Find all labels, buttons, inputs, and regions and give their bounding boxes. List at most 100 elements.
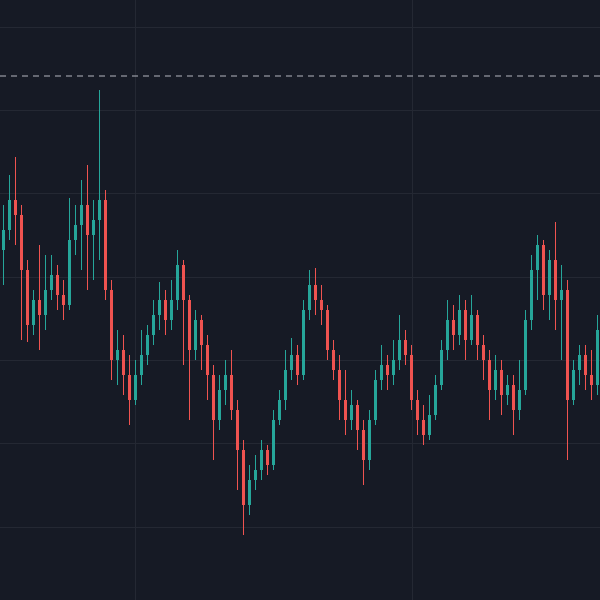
candle-body [338,370,341,400]
candle-body [14,200,17,215]
candle-body [596,330,599,385]
candle-body [308,285,311,310]
candle-body [560,290,563,300]
candle-body [158,300,161,315]
candle-body [320,300,323,310]
candle-body [398,340,401,360]
candle-body [152,315,155,335]
candle-body [410,355,413,400]
candle-body [464,310,467,340]
candle-body [68,240,71,305]
candle-body [356,405,359,430]
candle-body [104,200,107,290]
candle-body [428,415,431,435]
candle-body [506,385,509,395]
candle-body [404,340,407,355]
candle-body [206,345,209,375]
candle-body [86,205,89,235]
candle-body [332,350,335,370]
candle-body [98,200,101,220]
candle-body [392,360,395,375]
candle-body [8,200,11,230]
candle-body [62,295,65,305]
candle-body [128,375,131,400]
candle-body [362,430,365,460]
candle-body [374,380,377,420]
candle-body [170,300,173,320]
candle-body [116,350,119,360]
candle-body [92,220,95,235]
candle-body [590,375,593,385]
candle-body [458,310,461,335]
candle-body [494,370,497,390]
candle-body [326,310,329,350]
candle-body [578,355,581,370]
candle-body [176,265,179,300]
candle-body [182,265,185,300]
candle-body [386,365,389,375]
candle-body [482,345,485,360]
candle-body [488,360,491,390]
candle-body [548,260,551,295]
candle-body [236,410,239,450]
candle-body [452,320,455,335]
candle-body [518,390,521,410]
candle-body [188,300,191,350]
candle-body [566,290,569,400]
candle-body [530,270,533,320]
candle-body [290,355,293,370]
candle-body [110,290,113,360]
candle-body [122,350,125,375]
candle-body [44,290,47,315]
candle-body [524,320,527,390]
candle-body [572,370,575,400]
candle-body [284,370,287,400]
candle-body [32,300,35,325]
candle-body [302,310,305,375]
candle-body [242,450,245,505]
candle-body [446,320,449,350]
candle-body [470,315,473,340]
candle-body [380,365,383,380]
candle-body [536,245,539,270]
candle-body [344,400,347,420]
candle-body [416,400,419,420]
candle-body [278,400,281,420]
candle-body [476,315,479,345]
candle-body [200,320,203,345]
candle-body [80,205,83,225]
candle-body [38,300,41,315]
candle-body [266,450,269,465]
candle-body [512,385,515,410]
candle-body [434,385,437,415]
candle-body [20,215,23,270]
candle-body [56,275,59,295]
candle-body [146,335,149,355]
candle-body [2,230,5,250]
candle-body [164,300,167,320]
candle-body [554,260,557,300]
candle-body [134,375,137,400]
candle-body [254,470,257,480]
candle-body [368,420,371,460]
candle-body [218,390,221,420]
candle-body [296,355,299,375]
candle-body [584,355,587,375]
candle-body [74,225,77,240]
candle-body [500,370,503,395]
candle-body [422,420,425,435]
candle-body [212,375,215,420]
candle-body [224,375,227,390]
candle-body [440,350,443,385]
candle-body [230,375,233,410]
candle-body [314,285,317,300]
candle-body [542,245,545,295]
candle-body [260,450,263,470]
candle-body [140,355,143,375]
candle-body [272,420,275,465]
candle-body [350,405,353,420]
candle-body [194,320,197,350]
